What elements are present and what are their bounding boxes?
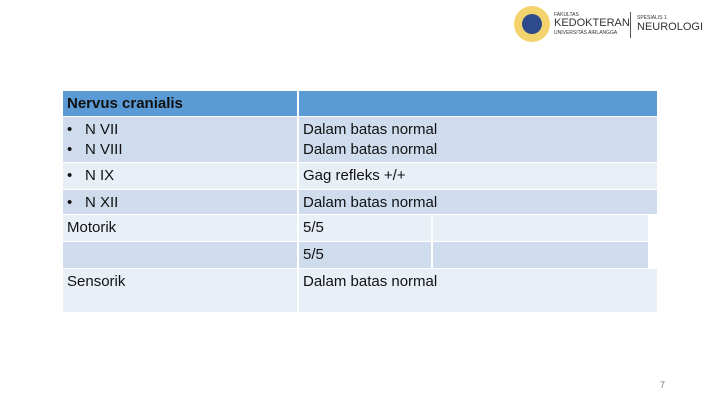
bullet: N IX <box>67 166 293 186</box>
cell: N IX <box>63 163 297 189</box>
cell <box>63 242 297 268</box>
cell: N XII <box>63 190 297 214</box>
cell: N VIIN VIII <box>63 117 297 162</box>
cell: Sensorik <box>63 269 297 312</box>
header-cell: Nervus cranialis <box>63 91 297 116</box>
logo-text: UNIVERSITAS AIRLANGGA <box>554 30 618 36</box>
value: Dalam batas normal <box>303 141 438 158</box>
value: Dalam batas normal <box>303 121 438 138</box>
logo-divider <box>630 12 631 38</box>
logo-emblem <box>514 6 550 42</box>
cell <box>433 242 648 268</box>
logo-text: NEUROLOGI <box>637 21 704 33</box>
cell: Dalam batas normal Dalam batas normal <box>299 117 657 162</box>
page-number: 7 <box>660 380 666 390</box>
cell: Dalam batas normal <box>299 269 657 312</box>
header-cell <box>299 91 657 116</box>
cell: 5/5 <box>299 215 431 241</box>
cell <box>433 215 648 241</box>
cell: Motorik <box>63 215 297 241</box>
logo-text: FAKULTAS <box>554 12 579 18</box>
logo-text: KEDOKTERAN <box>554 17 630 29</box>
bullet: N VII <box>67 120 293 140</box>
cell: 5/5 <box>299 242 431 268</box>
logo-text: SPESIALIS 1 <box>637 15 667 21</box>
cell: Gag refleks +/+ <box>299 163 657 189</box>
bullet: N VIII <box>67 140 293 160</box>
cell: Dalam batas normal <box>299 190 657 214</box>
bullet: N XII <box>67 193 293 213</box>
